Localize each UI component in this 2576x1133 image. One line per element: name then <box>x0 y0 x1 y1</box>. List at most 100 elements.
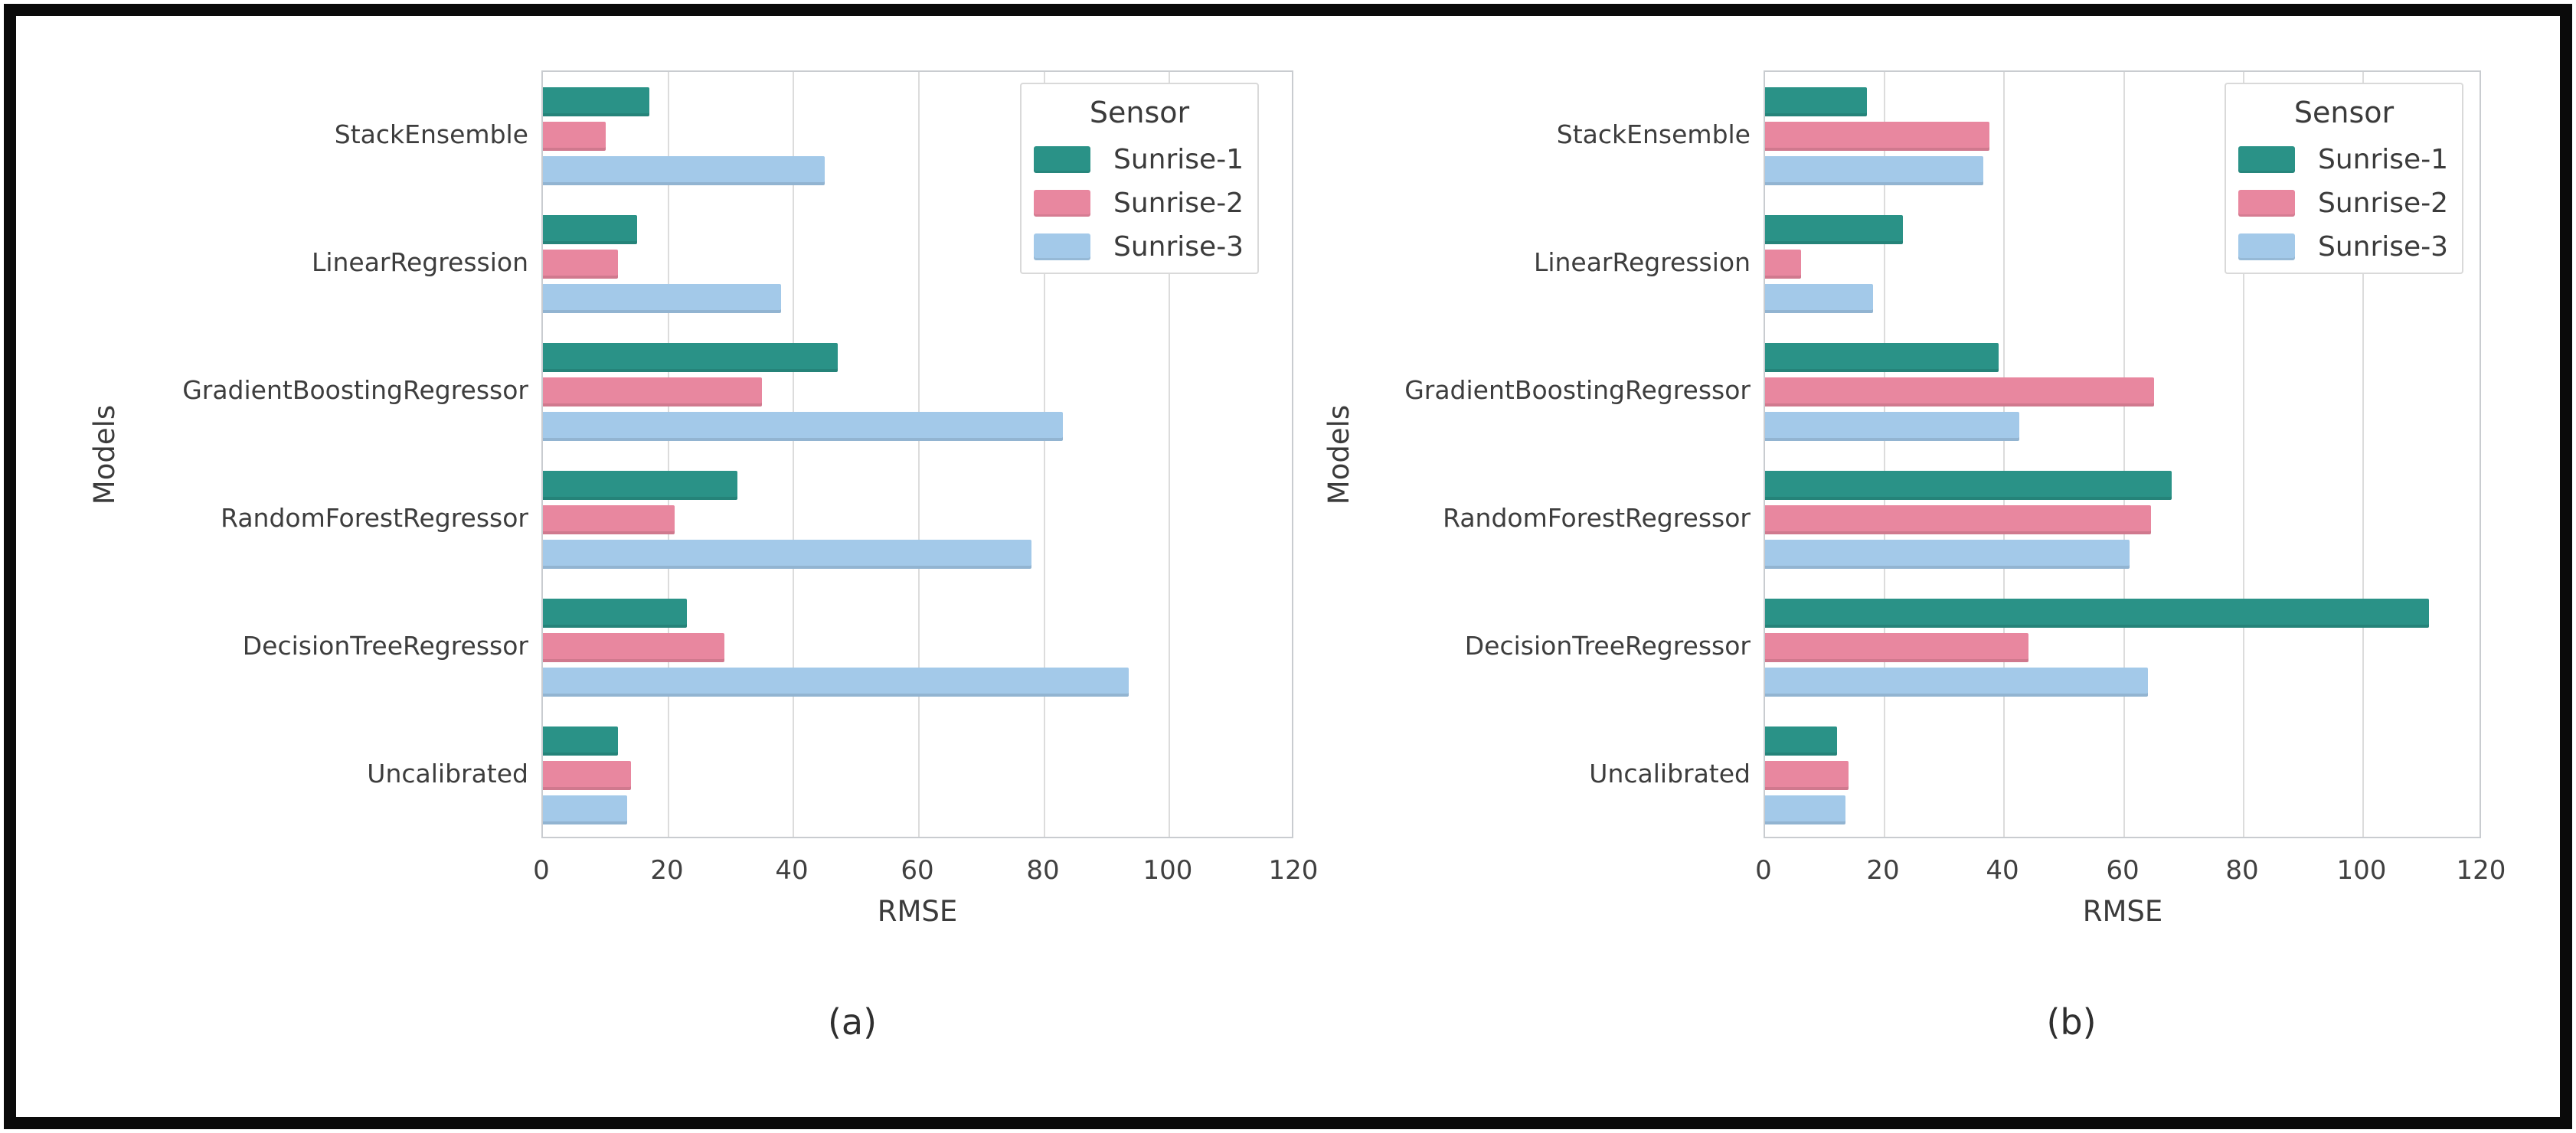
x-axis-title: RMSE <box>2082 895 2163 928</box>
legend-swatch-Sunrise-3 <box>1034 233 1090 260</box>
x-tick-label-20: 20 <box>650 855 684 886</box>
legend-item-Sunrise-3: Sunrise-3 <box>2226 225 2462 269</box>
gridline-40 <box>793 72 794 837</box>
x-tick-label-100: 100 <box>2336 855 2387 886</box>
legend-swatch-Sunrise-3 <box>2238 233 2295 260</box>
x-axis-title: RMSE <box>877 895 958 928</box>
legend-title: Sensor <box>2293 96 2395 129</box>
bar-RandomForestRegressor-Sunrise-2 <box>543 505 675 534</box>
bar-RandomForestRegressor-Sunrise-1 <box>543 471 737 500</box>
bar-DecisionTreeRegressor-Sunrise-3 <box>543 668 1129 697</box>
category-label-StackEnsemble: StackEnsemble <box>1556 119 1751 149</box>
legend-title: Sensor <box>1089 96 1190 129</box>
bar-RandomForestRegressor-Sunrise-1 <box>1765 471 2172 500</box>
legend-label: Sunrise-1 <box>2318 144 2449 175</box>
bar-LinearRegression-Sunrise-3 <box>1765 284 1873 313</box>
bar-RandomForestRegressor-Sunrise-3 <box>1765 540 2130 569</box>
bar-Uncalibrated-Sunrise-1 <box>543 726 618 756</box>
bar-LinearRegression-Sunrise-1 <box>543 215 637 244</box>
x-tick-label-100: 100 <box>1143 855 1193 886</box>
bar-RandomForestRegressor-Sunrise-2 <box>1765 505 2151 534</box>
x-tick-label-120: 120 <box>2456 855 2506 886</box>
bar-StackEnsemble-Sunrise-3 <box>1765 156 1983 185</box>
plot-area <box>1764 70 2481 838</box>
legend-label: Sunrise-3 <box>1113 231 1244 263</box>
x-tick-label-0: 0 <box>1755 855 1772 886</box>
legend-item-Sunrise-2: Sunrise-2 <box>1022 181 1257 225</box>
legend-item-Sunrise-1: Sunrise-1 <box>1022 138 1257 181</box>
subfigure-caption: (a) <box>827 1001 878 1043</box>
legend: Sensor Sunrise-1 Sunrise-2 Sunrise-3 <box>2225 83 2463 274</box>
legend-swatch-Sunrise-1 <box>1034 146 1090 173</box>
x-tick-label-120: 120 <box>1268 855 1319 886</box>
bar-StackEnsemble-Sunrise-1 <box>1765 87 1867 116</box>
x-tick-label-20: 20 <box>1866 855 1900 886</box>
x-tick-label-0: 0 <box>533 855 550 886</box>
bar-GradientBoostingRegressor-Sunrise-3 <box>543 412 1063 441</box>
bar-DecisionTreeRegressor-Sunrise-2 <box>543 633 724 662</box>
x-tick-label-60: 60 <box>2106 855 2140 886</box>
gridline-40 <box>2003 72 2005 837</box>
bar-Uncalibrated-Sunrise-2 <box>543 761 631 790</box>
gridline-60 <box>918 72 920 837</box>
category-label-Uncalibrated: Uncalibrated <box>367 759 528 789</box>
legend-label: Sunrise-3 <box>2318 231 2449 263</box>
bar-DecisionTreeRegressor-Sunrise-3 <box>1765 668 2148 697</box>
category-label-Uncalibrated: Uncalibrated <box>1589 759 1751 789</box>
gridline-100 <box>1169 72 1170 837</box>
legend-label: Sunrise-1 <box>1113 144 1244 175</box>
category-label-RandomForestRegressor: RandomForestRegressor <box>221 503 528 533</box>
subfigure-caption: (b) <box>2046 1001 2097 1043</box>
bar-Uncalibrated-Sunrise-1 <box>1765 726 1837 756</box>
gridline-100 <box>2362 72 2364 837</box>
legend-item-Sunrise-3: Sunrise-3 <box>1022 225 1257 269</box>
bar-GradientBoostingRegressor-Sunrise-3 <box>1765 412 2019 441</box>
bar-GradientBoostingRegressor-Sunrise-2 <box>543 377 762 407</box>
y-axis-title: Models <box>1322 404 1355 505</box>
legend-item-Sunrise-1: Sunrise-1 <box>2226 138 2462 181</box>
x-tick-label-40: 40 <box>1986 855 2019 886</box>
legend-swatch-Sunrise-1 <box>2238 146 2295 173</box>
x-tick-label-80: 80 <box>1026 855 1060 886</box>
bar-Uncalibrated-Sunrise-2 <box>1765 761 1849 790</box>
gridline-80 <box>2243 72 2244 837</box>
bar-LinearRegression-Sunrise-2 <box>543 250 618 279</box>
bar-GradientBoostingRegressor-Sunrise-1 <box>543 343 838 372</box>
bar-StackEnsemble-Sunrise-1 <box>543 87 649 116</box>
x-tick-label-40: 40 <box>775 855 809 886</box>
gridline-20 <box>668 72 669 837</box>
bar-DecisionTreeRegressor-Sunrise-1 <box>543 599 687 628</box>
legend-item-Sunrise-2: Sunrise-2 <box>2226 181 2462 225</box>
bar-GradientBoostingRegressor-Sunrise-2 <box>1765 377 2154 407</box>
category-label-StackEnsemble: StackEnsemble <box>334 119 528 149</box>
x-tick-label-80: 80 <box>2225 855 2259 886</box>
bar-RandomForestRegressor-Sunrise-3 <box>543 540 1031 569</box>
category-label-DecisionTreeRegressor: DecisionTreeRegressor <box>242 631 528 661</box>
legend-items: Sunrise-1 Sunrise-2 Sunrise-3 <box>2226 138 2462 269</box>
gridline-80 <box>1044 72 1045 837</box>
legend-label: Sunrise-2 <box>1113 188 1244 219</box>
bar-DecisionTreeRegressor-Sunrise-2 <box>1765 633 2028 662</box>
bar-GradientBoostingRegressor-Sunrise-1 <box>1765 343 1999 372</box>
category-label-GradientBoostingRegressor: GradientBoostingRegressor <box>182 375 528 405</box>
bar-Uncalibrated-Sunrise-3 <box>543 795 627 824</box>
bar-StackEnsemble-Sunrise-3 <box>543 156 825 185</box>
bar-DecisionTreeRegressor-Sunrise-1 <box>1765 599 2429 628</box>
legend: Sensor Sunrise-1 Sunrise-2 Sunrise-3 <box>1020 83 1259 274</box>
bar-StackEnsemble-Sunrise-2 <box>1765 122 1989 151</box>
bar-LinearRegression-Sunrise-1 <box>1765 215 1903 244</box>
legend-label: Sunrise-2 <box>2318 188 2449 219</box>
category-label-DecisionTreeRegressor: DecisionTreeRegressor <box>1464 631 1751 661</box>
legend-items: Sunrise-1 Sunrise-2 Sunrise-3 <box>1022 138 1257 269</box>
bar-LinearRegression-Sunrise-2 <box>1765 250 1801 279</box>
category-label-LinearRegression: LinearRegression <box>1533 247 1751 277</box>
category-label-LinearRegression: LinearRegression <box>311 247 528 277</box>
gridline-60 <box>2123 72 2125 837</box>
gridline-20 <box>1884 72 1885 837</box>
category-label-GradientBoostingRegressor: GradientBoostingRegressor <box>1404 375 1751 405</box>
bar-Uncalibrated-Sunrise-3 <box>1765 795 1845 824</box>
legend-swatch-Sunrise-2 <box>1034 190 1090 217</box>
bar-LinearRegression-Sunrise-3 <box>543 284 781 313</box>
